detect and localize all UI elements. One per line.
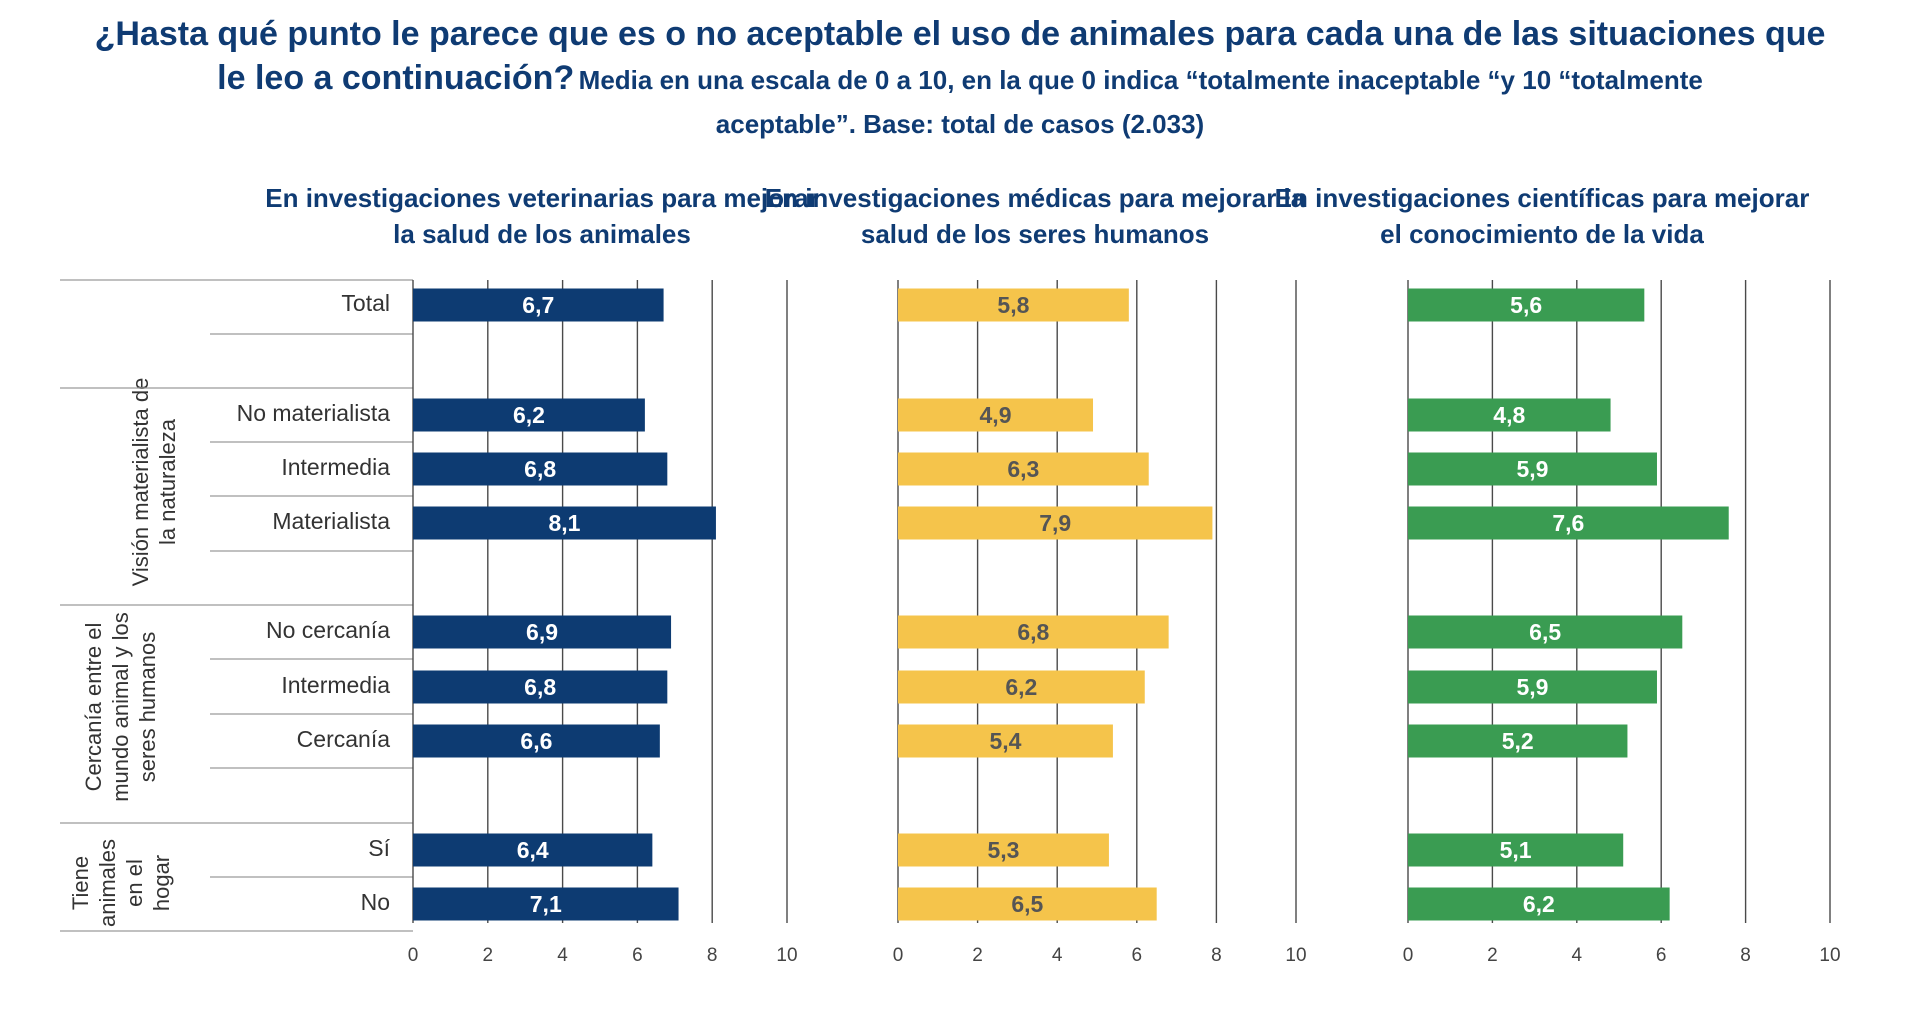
x-tick-label-medicas: 0 [893,945,904,966]
row-label-cercania: Cercanía [296,726,390,752]
bar-cientificas [1408,724,1628,758]
bar-value-label-cientificas: 6,2 [1523,891,1555,917]
x-tick-label-veterinarias: 4 [557,945,568,966]
x-tick-label-cientificas: 2 [1487,945,1498,966]
row-label-materialista: Materialista [272,508,390,534]
chart-subtitle-part2: aceptable”. Base: total de casos (2.033) [715,109,1205,139]
row-label-no-cercania: No cercanía [265,617,390,643]
bar-cientificas [1408,452,1657,486]
bar-value-label-medicas: 7,9 [1039,510,1071,536]
x-tick-label-medicas: 4 [1052,945,1063,966]
bar-cientificas [1408,506,1729,540]
row-label-no: No [360,889,390,915]
bar-cientificas [1408,615,1683,649]
bar-veterinarias [413,670,668,704]
bar-veterinarias [413,615,672,649]
x-tick-label-medicas: 2 [972,945,983,966]
bar-medicas [898,398,1094,432]
bar-value-label-cientificas: 5,9 [1516,674,1548,700]
bar-cientificas [1408,398,1611,432]
bar-value-label-veterinarias: 6,8 [524,674,556,700]
bar-medicas [898,724,1113,758]
bar-value-label-veterinarias: 6,8 [524,456,556,482]
bar-medicas [898,887,1157,921]
bar-value-label-medicas: 5,8 [997,292,1029,318]
x-tick-label-cientificas: 0 [1403,945,1414,966]
panel-title-cientificas: En investigaciones científicas para mejo… [1274,183,1810,249]
bar-value-label-cientificas: 4,8 [1493,402,1525,428]
bar-value-label-medicas: 5,4 [989,728,1021,754]
bar-value-label-medicas: 6,5 [1011,891,1043,917]
x-tick-label-cientificas: 6 [1656,945,1667,966]
bar-veterinarias [413,887,679,921]
bar-value-label-medicas: 5,3 [987,837,1019,863]
chart-title-end: le leo a continuación? [217,59,575,97]
bar-veterinarias [413,833,653,867]
bar-value-label-cientificas: 6,5 [1529,619,1561,645]
bar-medicas [898,452,1149,486]
panel-title-medicas: En investigaciones médicas para mejorar … [764,183,1306,249]
bar-medicas [898,833,1109,867]
chart-subtitle-part1: Media en una escala de 0 a 10, en la que… [578,65,1703,95]
x-tick-label-veterinarias: 2 [483,945,494,966]
bar-value-label-medicas: 4,9 [980,402,1012,428]
bar-medicas [898,506,1213,540]
x-tick-label-medicas: 6 [1132,945,1143,966]
row-label-total: Total [341,290,390,316]
chart-header: ¿Hasta qué punto le parece que es o no a… [30,12,1890,141]
bar-value-label-cientificas: 7,6 [1552,510,1584,536]
bar-value-label-veterinarias: 8,1 [548,510,580,536]
bar-value-label-veterinarias: 7,1 [530,891,562,917]
bar-veterinarias [413,452,668,486]
bar-value-label-veterinarias: 6,6 [520,728,552,754]
row-label-intermedia-vision: Intermedia [281,454,390,480]
x-tick-label-cientificas: 10 [1819,945,1840,966]
bar-veterinarias [413,288,664,322]
chart-title-line1: ¿Hasta qué punto le parece que es o no a… [94,15,1826,53]
x-tick-label-veterinarias: 10 [776,945,797,966]
bar-value-label-medicas: 6,2 [1005,674,1037,700]
bar-cientificas [1408,887,1670,921]
bar-value-label-cientificas: 5,1 [1500,837,1532,863]
bar-value-label-veterinarias: 6,9 [526,619,558,645]
bar-cientificas [1408,670,1657,704]
row-label-si: Sí [368,835,390,861]
x-tick-label-veterinarias: 6 [632,945,643,966]
bar-cientificas [1408,833,1624,867]
row-label-intermedia-cercania: Intermedia [281,672,390,698]
bar-veterinarias [413,398,645,432]
x-tick-label-veterinarias: 8 [707,945,718,966]
bar-value-label-medicas: 6,8 [1017,619,1049,645]
bar-veterinarias [413,506,716,540]
bar-medicas [898,288,1129,322]
x-tick-label-medicas: 8 [1211,945,1222,966]
chart-title-line2: le leo a continuación? Media en una esca… [30,56,1890,107]
x-tick-label-veterinarias: 0 [408,945,419,966]
bar-medicas [898,615,1169,649]
bar-cientificas [1408,288,1645,322]
bar-value-label-cientificas: 5,6 [1510,292,1542,318]
bar-value-label-veterinarias: 6,2 [513,402,545,428]
x-tick-label-cientificas: 4 [1572,945,1583,966]
bar-value-label-cientificas: 5,9 [1516,456,1548,482]
panel-title-veterinarias: En investigaciones veterinarias para mej… [265,183,819,249]
bar-value-label-medicas: 6,3 [1007,456,1039,482]
bar-medicas [898,670,1145,704]
x-tick-label-cientificas: 8 [1740,945,1751,966]
bar-value-label-veterinarias: 6,7 [522,292,554,318]
x-tick-label-medicas: 10 [1285,945,1306,966]
row-label-no-materialista: No materialista [236,400,390,426]
bar-value-label-cientificas: 5,2 [1502,728,1534,754]
bar-veterinarias [413,724,660,758]
bar-value-label-veterinarias: 6,4 [517,837,549,863]
